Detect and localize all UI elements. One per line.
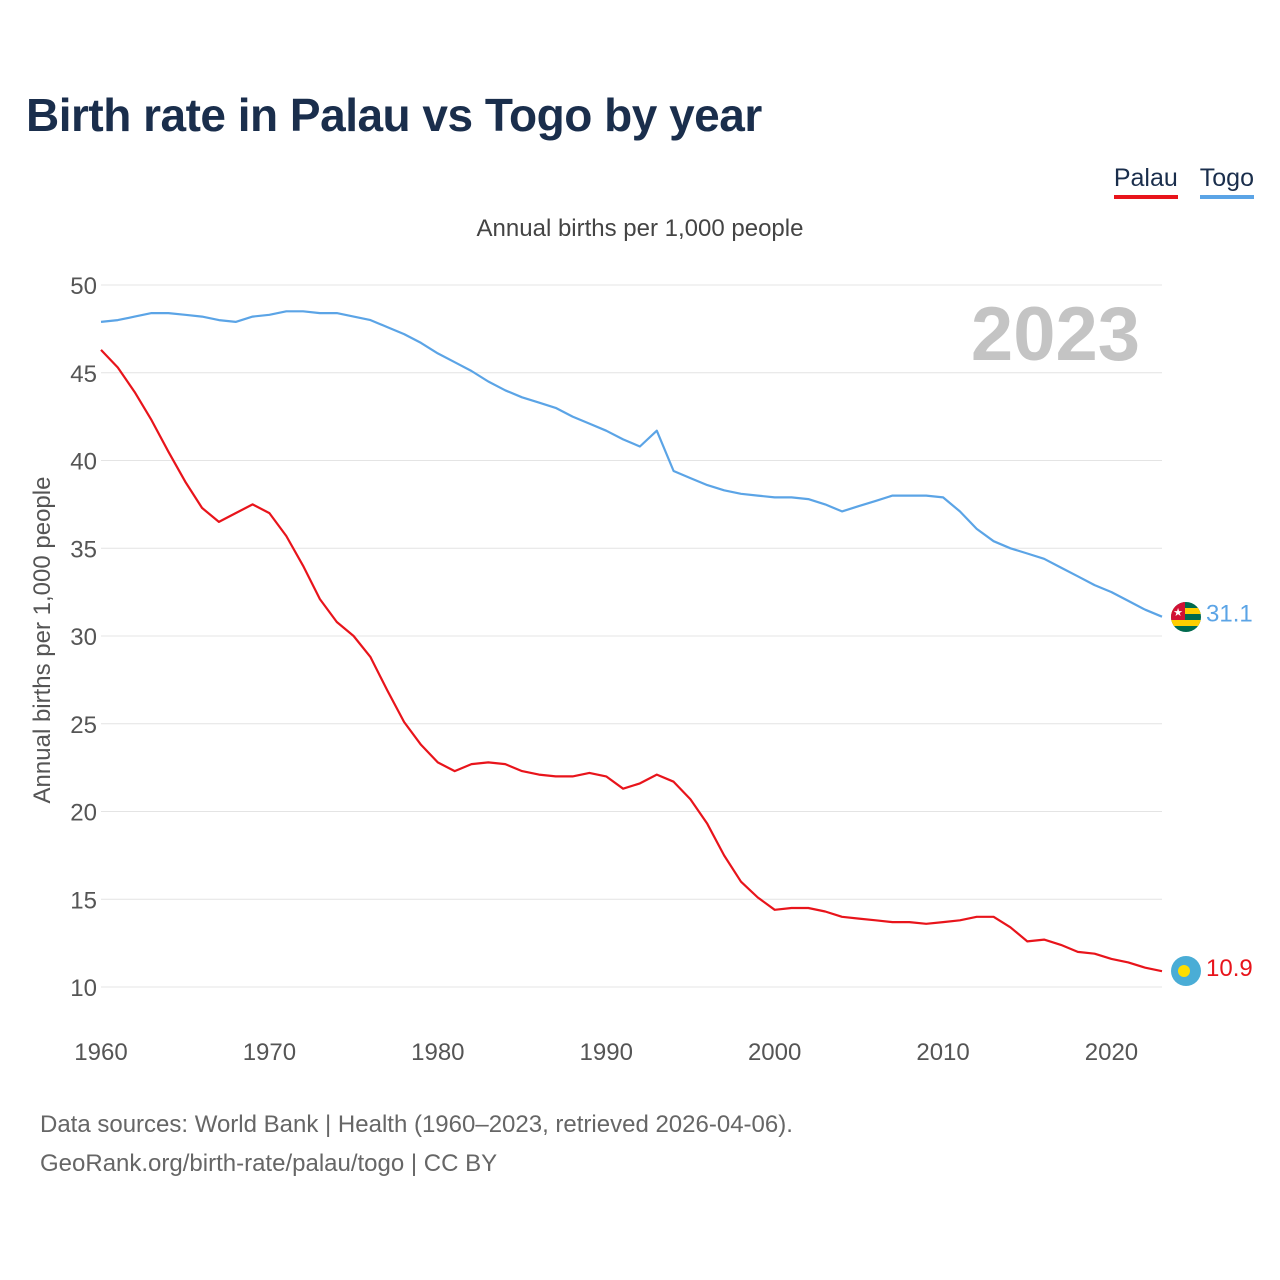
y-tick-label: 45 xyxy=(70,361,97,388)
footer-sources: Data sources: World Bank | Health (1960–… xyxy=(40,1111,793,1138)
y-tick-label: 20 xyxy=(70,800,97,827)
series-line-palau xyxy=(100,349,1163,973)
x-tick-label: 2010 xyxy=(916,1039,969,1066)
y-tick-label: 10 xyxy=(70,975,97,1002)
year-watermark: 2023 xyxy=(971,292,1140,377)
end-label-palau: 10.9 xyxy=(1206,955,1253,982)
palau-flag-icon xyxy=(1171,956,1201,986)
legend: Palau Togo xyxy=(1113,164,1254,199)
footer: Data sources: World Bank | Health (1960–… xyxy=(40,1105,793,1183)
x-tick-label: 2000 xyxy=(748,1039,801,1066)
series-line-togo xyxy=(100,310,1163,618)
legend-item-togo[interactable]: Togo xyxy=(1199,164,1254,199)
x-tick-label: 1990 xyxy=(580,1039,633,1066)
line-chart: 10 15 20 25 30 35 40 45 50 1960 1970 1980 1990 2000 2… xyxy=(29,273,1253,1066)
y-tick-label: 30 xyxy=(70,624,97,651)
y-tick-label: 35 xyxy=(70,536,97,563)
end-label-togo: 31.1 xyxy=(1206,601,1253,628)
chart-subtitle: Annual births per 1,000 people xyxy=(476,215,804,242)
footer-link[interactable]: GeoRank.org/birth-rate/palau/togo | CC B… xyxy=(40,1150,498,1177)
x-tick-label: 1980 xyxy=(411,1039,464,1066)
togo-flag-icon: ★ xyxy=(1171,602,1201,632)
y-tick-label: 40 xyxy=(70,449,97,476)
y-tick-label: 15 xyxy=(70,887,97,914)
svg-text:★: ★ xyxy=(1173,606,1183,619)
y-tick-label: 50 xyxy=(70,273,97,300)
y-axis-label: Annual births per 1,000 people xyxy=(29,477,56,804)
chart-title: Birth rate in Palau vs Togo by year xyxy=(26,89,762,141)
legend-item-palau[interactable]: Palau xyxy=(1113,164,1178,199)
x-tick-label: 1960 xyxy=(74,1039,127,1066)
x-tick-label: 1970 xyxy=(243,1039,296,1066)
y-tick-label: 25 xyxy=(70,712,97,739)
x-tick-label: 2020 xyxy=(1085,1039,1138,1066)
